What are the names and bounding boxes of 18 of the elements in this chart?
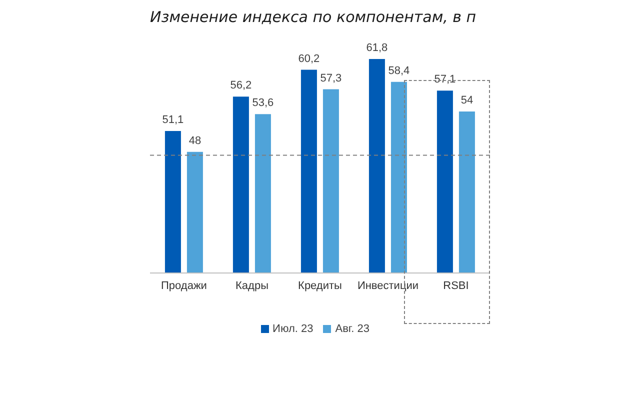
data-label: 56,2 — [230, 80, 252, 92]
data-label: 51,1 — [162, 114, 184, 126]
chart-title: Изменение индекса по компонентам, в п — [150, 8, 476, 26]
x-tick-label: Кредиты — [298, 280, 342, 292]
x-tick-label: Продажи — [161, 280, 207, 292]
data-label: 60,2 — [298, 52, 320, 65]
legend-label: Июл. 23 — [272, 323, 314, 335]
data-label: 48 — [188, 134, 202, 147]
data-label: 53,6 — [252, 97, 274, 110]
legend-label: Авг. 23 — [335, 323, 370, 335]
data-label: 57,1 — [434, 74, 456, 86]
x-tick-label: Кадры — [236, 280, 269, 292]
data-label: 58,4 — [388, 64, 410, 77]
x-tick-label: RSBI — [443, 280, 469, 292]
data-label: 61,8 — [366, 42, 388, 54]
data-label: 54 — [460, 94, 474, 106]
x-tick-label: Инвестиции — [357, 280, 419, 292]
data-label: 57,3 — [320, 72, 342, 84]
